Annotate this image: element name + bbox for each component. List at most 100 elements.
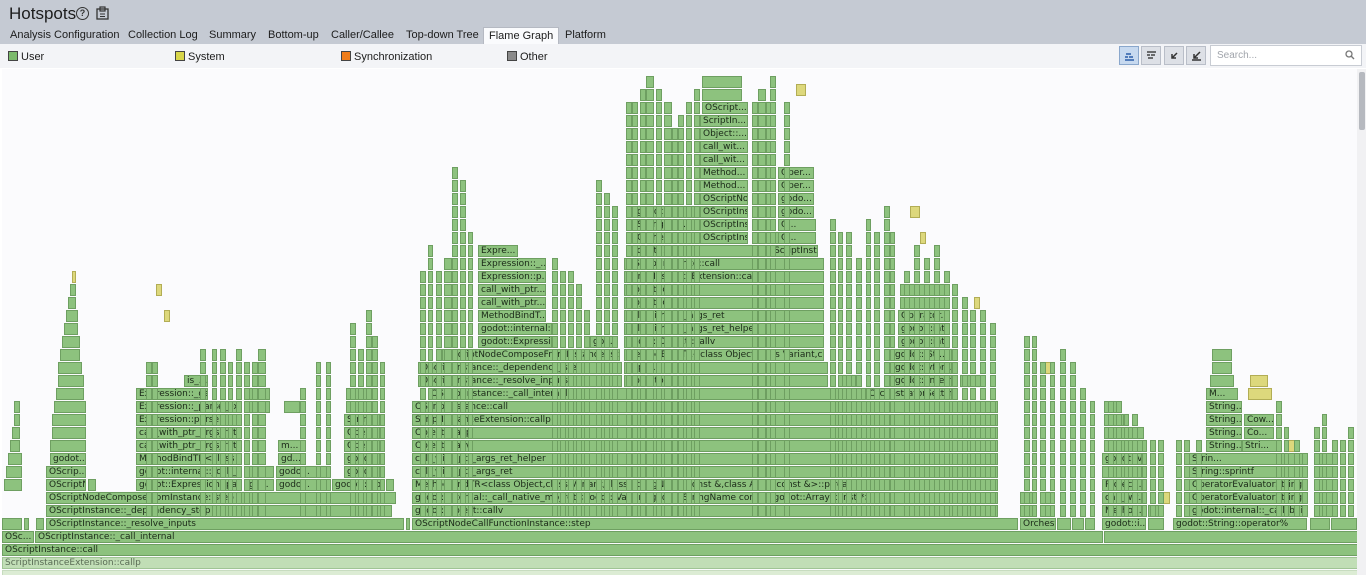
flame-frame[interactable]	[584, 466, 590, 478]
flame-frame[interactable]	[784, 323, 790, 335]
flame-frame[interactable]	[924, 427, 930, 439]
flame-frame[interactable]	[646, 219, 654, 231]
flame-frame[interactable]	[830, 453, 836, 465]
flame-frame[interactable]	[366, 492, 372, 504]
flame-frame[interactable]	[428, 271, 433, 283]
flame-frame[interactable]	[632, 206, 638, 218]
flame-frame[interactable]: Object::...	[700, 128, 748, 140]
flame-frame[interactable]	[830, 505, 836, 517]
flame-frame[interactable]: ScriptIn...	[700, 115, 748, 127]
flame-frame[interactable]	[770, 310, 776, 322]
flame-frame[interactable]	[350, 323, 356, 335]
flame-frame[interactable]: MethodBindTR<class Object,class Variant,…	[412, 479, 998, 491]
flame-frame[interactable]	[890, 297, 895, 309]
flame-frame[interactable]	[568, 297, 574, 309]
flame-frame[interactable]	[1150, 505, 1156, 517]
flame-frame[interactable]	[838, 349, 843, 361]
flame-frame[interactable]	[236, 414, 242, 426]
flame-frame[interactable]	[552, 310, 558, 322]
flame-frame[interactable]	[678, 323, 684, 335]
flame-frame[interactable]	[1070, 440, 1076, 452]
flame-frame[interactable]	[612, 362, 618, 374]
flame-frame[interactable]	[890, 388, 895, 400]
flame-frame[interactable]	[552, 453, 558, 465]
flame-frame[interactable]	[1132, 492, 1138, 504]
flame-frame[interactable]	[678, 349, 684, 361]
flame-frame[interactable]	[672, 479, 678, 491]
flame-frame[interactable]	[970, 479, 976, 491]
flame-frame[interactable]	[752, 479, 758, 491]
flame-frame[interactable]	[1184, 479, 1190, 491]
flame-frame[interactable]	[758, 479, 766, 491]
flame-frame[interactable]	[560, 505, 566, 517]
flame-frame[interactable]	[436, 492, 442, 504]
flame-frame[interactable]	[914, 466, 920, 478]
flame-frame[interactable]	[316, 505, 321, 517]
flame-frame[interactable]	[632, 414, 638, 426]
flame-frame[interactable]	[640, 271, 646, 283]
flame-frame[interactable]	[1276, 440, 1282, 452]
flame-frame[interactable]	[626, 505, 632, 517]
flame-frame[interactable]	[1116, 479, 1122, 491]
flame-frame[interactable]	[252, 388, 258, 400]
flame-frame[interactable]	[656, 505, 662, 517]
flame-frame[interactable]	[576, 349, 582, 361]
flame-frame[interactable]	[436, 349, 442, 361]
flame-frame[interactable]	[944, 284, 950, 296]
tab-bottom-up[interactable]: Bottom-up	[268, 29, 319, 41]
flame-frame[interactable]	[904, 349, 910, 361]
flame-frame[interactable]	[358, 401, 364, 413]
flame-frame[interactable]	[596, 323, 602, 335]
flame-frame[interactable]	[444, 388, 452, 400]
flame-frame[interactable]	[640, 427, 646, 439]
flame-frame[interactable]	[970, 466, 976, 478]
flame-frame[interactable]	[560, 466, 566, 478]
flame-frame[interactable]	[686, 479, 692, 491]
flame-frame[interactable]	[678, 414, 684, 426]
flame-frame[interactable]	[576, 401, 582, 413]
flame-frame[interactable]	[952, 440, 958, 452]
flame-frame[interactable]	[962, 297, 968, 309]
flame-frame[interactable]	[228, 362, 233, 374]
flame-frame[interactable]: Expre...	[478, 245, 518, 257]
flame-frame[interactable]	[924, 362, 930, 374]
flame-frame[interactable]	[258, 505, 266, 517]
flame-frame[interactable]	[990, 388, 996, 400]
flame-frame[interactable]	[884, 310, 890, 322]
flame-frame[interactable]	[1116, 466, 1122, 478]
flame-frame[interactable]	[1158, 505, 1164, 517]
flame-frame[interactable]	[632, 115, 638, 127]
flame-frame[interactable]: Object::callp	[412, 427, 998, 439]
flame-frame[interactable]	[934, 492, 940, 504]
flame-frame[interactable]	[646, 362, 654, 374]
flame-frame[interactable]	[856, 440, 862, 452]
flame-frame[interactable]	[770, 219, 776, 231]
flame-frame[interactable]	[866, 362, 871, 374]
flame-frame[interactable]	[752, 141, 758, 153]
flame-frame[interactable]	[428, 414, 433, 426]
flame-frame[interactable]	[560, 388, 566, 400]
flame-frame[interactable]	[694, 401, 700, 413]
flame-frame[interactable]	[612, 245, 618, 257]
flame-frame[interactable]	[752, 453, 758, 465]
snapshot-icon[interactable]	[96, 6, 109, 20]
flame-frame[interactable]	[326, 479, 331, 491]
flame-frame[interactable]	[1070, 401, 1076, 413]
flame-frame[interactable]	[694, 427, 700, 439]
flame-frame[interactable]	[244, 414, 250, 426]
flame-frame[interactable]	[970, 349, 976, 361]
flame-frame[interactable]	[640, 336, 646, 348]
flame-frame[interactable]	[686, 180, 692, 192]
flame-frame[interactable]	[640, 89, 646, 101]
flame-frame[interactable]	[1276, 479, 1282, 491]
flame-frame[interactable]: OSc...	[2, 531, 34, 543]
flame-frame[interactable]	[784, 505, 790, 517]
flame-frame[interactable]	[568, 310, 574, 322]
flame-frame[interactable]	[686, 102, 692, 114]
flame-frame[interactable]	[838, 258, 843, 270]
flame-frame[interactable]	[584, 453, 590, 465]
flame-frame[interactable]	[924, 414, 930, 426]
flame-frame[interactable]: OScriptInsta...	[700, 206, 748, 218]
flame-frame[interactable]	[560, 336, 566, 348]
flame-frame[interactable]: Operator...	[624, 375, 828, 387]
